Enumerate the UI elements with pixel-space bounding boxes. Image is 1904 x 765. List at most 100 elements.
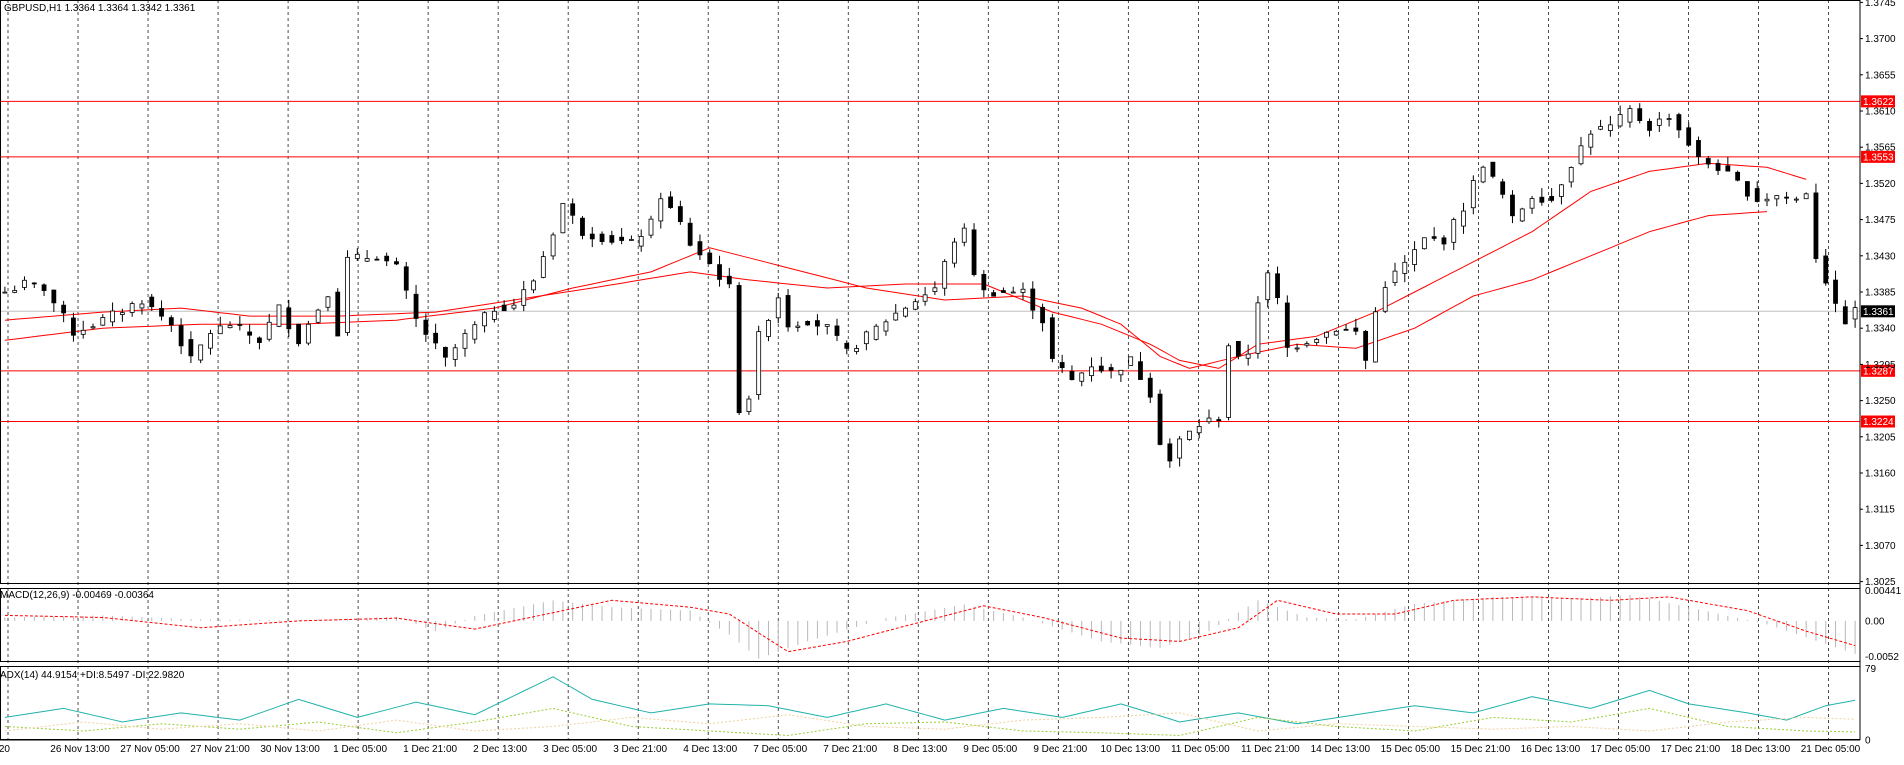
adx-line [4,676,1856,725]
x-tick-label: 7 Dec 21:00 [823,744,877,755]
candle-body [276,304,282,327]
candle-body [805,320,811,326]
y-tick-label: 1.3160 [1865,468,1896,479]
adx-y-label: 0 [1865,736,1871,747]
candle-body [648,218,654,236]
y-tick-label: 1.3250 [1865,396,1896,407]
candle-body [208,333,213,349]
candle-body [198,344,204,361]
candle-body [922,294,928,302]
candle-body [1284,302,1290,348]
candle-body [227,325,233,329]
current-price-label: 1.3361 [1863,307,1894,318]
candle-body [1118,369,1124,376]
candle-body [247,331,253,336]
candle-body [237,324,243,326]
candle-body [1216,419,1222,421]
candle-body [717,264,722,280]
candle-body [1686,127,1692,146]
candle-body [609,235,615,243]
candle-body [589,233,595,240]
x-tick-label: 11 Dec 21:00 [1241,744,1300,755]
ma-slow-line [4,211,1768,369]
candle-body [325,296,331,308]
candle-body [873,325,879,340]
x-tick-label: 7 Dec 05:00 [753,744,807,755]
candle-body [1059,362,1065,369]
x-tick-label: 21 Dec 05:00 [1801,744,1861,755]
y-tick-label: 1.3115 [1865,505,1895,516]
candle-body [1196,426,1202,434]
panel-border [0,0,1861,584]
candle-body [1108,367,1114,371]
candle-body [1696,140,1701,157]
candle-body [472,324,478,340]
y-tick-label: 1.3745 [1865,0,1896,9]
candle-body [1607,124,1613,131]
candle-body [90,326,96,329]
x-tick-label: 11 Dec 05:00 [1171,744,1230,755]
symbol-info: GBPUSD,H1 1.3364 1.3364 1.3342 1.3361 [4,3,196,14]
candle-body [1373,311,1378,363]
x-tick-label: 15 Dec 05:00 [1381,744,1441,755]
candle-body [863,331,869,345]
candle-body [746,398,752,412]
candle-body [766,320,771,337]
minus-di-line [4,712,1856,732]
moving-averages [4,162,1807,369]
candle-body [178,325,184,347]
candle-body [1265,272,1271,301]
candle-body [31,282,37,285]
candle-body [41,284,47,291]
candle-body [550,234,556,257]
candle-body [80,329,86,335]
x-tick-label: 18 Dec 13:00 [1731,744,1791,755]
candle-body [1754,188,1760,202]
horizontal-levels: 1.3622 1.3553 1.3287 1.3224 1.3361 [0,95,1895,428]
x-tick-label: 4 Dec 13:00 [683,744,737,755]
panel-border [0,666,1861,740]
candle-body [912,301,918,310]
candle-body [61,304,67,314]
candle-body [491,310,497,320]
candle-body [638,236,644,247]
candle-body [1010,291,1016,294]
y-tick-label: 1.3700 [1865,34,1896,45]
adx-label: ADX(14) 44.9154 +DI:8.5497 -DI:22.9820 [0,670,185,681]
candle-body [149,296,155,308]
level-label-bg [1861,95,1895,108]
x-tick-label: 30 Nov 13:00 [260,744,320,755]
y-tick-label: 1.3295 [1865,360,1896,371]
candles [2,103,1858,468]
x-tick-label: 2 Dec 13:00 [473,744,527,755]
candle-body [1255,302,1261,354]
candle-body [629,239,634,241]
candle-body [1656,118,1662,126]
candle-body [1666,118,1672,120]
candle-body [100,317,106,326]
candle-body [1598,126,1603,130]
candle-body [1842,306,1848,325]
candle-body [570,203,576,216]
candle-body [1138,361,1143,380]
candle-body [305,323,311,344]
candle-body [795,325,801,328]
x-tick-label: 17 Dec 21:00 [1661,744,1721,755]
candle-body [726,275,732,285]
candle-body [1637,108,1643,121]
candle-body [785,295,791,328]
x-tick-label: Nov 2020 [0,744,10,755]
candle-body [403,266,409,291]
candle-body [991,292,997,297]
candle-body [883,321,889,332]
candle-body [1304,343,1310,346]
candle-body [1001,290,1006,293]
candle-body [1275,273,1280,299]
candle-body [1245,353,1251,359]
candle-body [71,317,76,336]
grid-lines [7,0,1829,740]
candle-body [384,255,390,262]
candle-body [1715,162,1721,171]
